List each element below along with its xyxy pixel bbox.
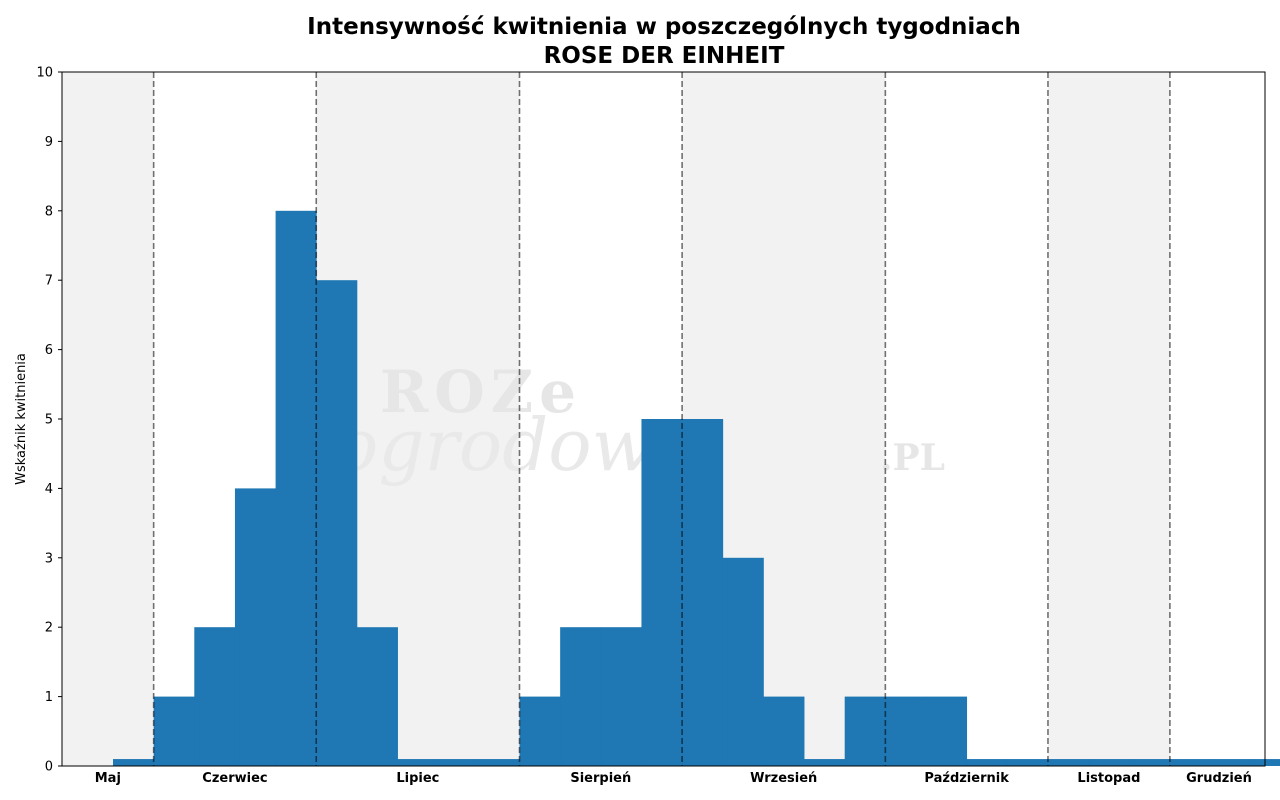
- month-label: Lipiec: [396, 771, 439, 786]
- bar: [397, 759, 439, 766]
- bar: [804, 759, 846, 766]
- month-band: [1047, 72, 1170, 766]
- bar: [519, 696, 561, 766]
- month-bands: [62, 72, 1170, 766]
- bar: [1047, 759, 1089, 766]
- x-axis-month-labels: Maj Czerwiec Lipiec Sierpień Wrzesień Paździe…: [95, 771, 1252, 786]
- month-label: Wrzesień: [750, 771, 817, 786]
- y-tick-label: 9: [45, 135, 53, 150]
- bar: [560, 627, 602, 766]
- bar: [844, 696, 886, 766]
- watermark-text-2: ogrodowe: [335, 403, 696, 487]
- y-tick-label: 5: [45, 413, 53, 428]
- bar: [885, 696, 927, 766]
- chart-title: Intensywność kwitnienia w poszczególnych…: [307, 14, 1021, 40]
- bar: [438, 759, 480, 766]
- bar: [682, 419, 724, 766]
- bar: [1169, 759, 1211, 766]
- y-tick-label: 10: [36, 66, 53, 81]
- bar: [234, 488, 276, 766]
- y-tick-label: 4: [45, 482, 53, 497]
- bar: [600, 627, 642, 766]
- bar: [763, 696, 805, 766]
- watermark-text-3: .PL: [880, 437, 945, 479]
- bar: [722, 557, 764, 766]
- bar: [153, 696, 195, 766]
- bar: [1088, 759, 1130, 766]
- y-tick-label: 3: [45, 551, 53, 566]
- y-axis-label: Wskaźnik kwitnienia: [14, 353, 29, 485]
- bar: [478, 759, 520, 766]
- month-divider-lines: [152, 72, 1171, 766]
- y-axis: 0 1 2 3 4 5 6 7 8 9 10: [36, 66, 62, 775]
- bar: [113, 759, 155, 766]
- month-label: Maj: [95, 771, 121, 786]
- bar: [1129, 759, 1171, 766]
- bars: [113, 210, 1280, 767]
- y-tick-label: 8: [45, 204, 53, 219]
- month-label: Czerwiec: [202, 771, 267, 786]
- month-label: Grudzień: [1186, 771, 1252, 786]
- y-tick-label: 1: [45, 690, 53, 705]
- month-label: Sierpień: [570, 771, 631, 786]
- y-tick-label: 0: [45, 760, 53, 775]
- bar: [316, 280, 358, 766]
- y-tick-label: 6: [45, 343, 53, 358]
- month-band: [62, 72, 154, 766]
- chart-subtitle: ROSE DER EINHEIT: [544, 43, 785, 69]
- month-label: Listopad: [1077, 771, 1140, 786]
- bar: [356, 627, 398, 766]
- y-tick-label: 7: [45, 274, 53, 289]
- bar: [1251, 759, 1280, 766]
- bar: [966, 759, 1008, 766]
- bar: [275, 210, 317, 767]
- watermark: ROZe ogrodowe .PL: [335, 358, 945, 487]
- bar: [1007, 759, 1049, 766]
- bar: [641, 419, 683, 766]
- watermark-text-1: ROZe: [380, 358, 582, 426]
- bar: [1210, 759, 1252, 766]
- bar: [926, 696, 968, 766]
- month-label: Październik: [924, 771, 1009, 786]
- bar: [194, 627, 236, 766]
- y-tick-label: 2: [45, 621, 53, 636]
